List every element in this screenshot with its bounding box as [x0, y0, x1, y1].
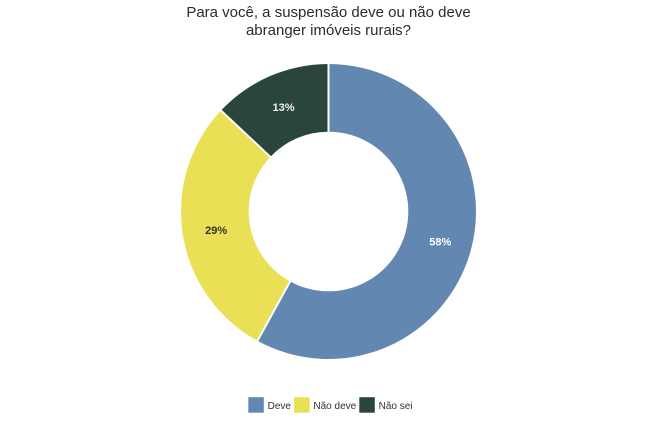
- svg-text:13%: 13%: [272, 102, 294, 114]
- svg-text:29%: 29%: [205, 225, 227, 237]
- svg-text:Não sei: Não sei: [379, 401, 413, 412]
- svg-text:58%: 58%: [429, 237, 451, 249]
- svg-text:Deve: Deve: [268, 401, 292, 412]
- svg-text:Para você, a suspensão deve ou: Para você, a suspensão deve ou não deve: [186, 4, 470, 21]
- svg-text:abranger imóveis rurais?: abranger imóveis rurais?: [246, 22, 411, 39]
- svg-text:Não deve: Não deve: [313, 401, 356, 412]
